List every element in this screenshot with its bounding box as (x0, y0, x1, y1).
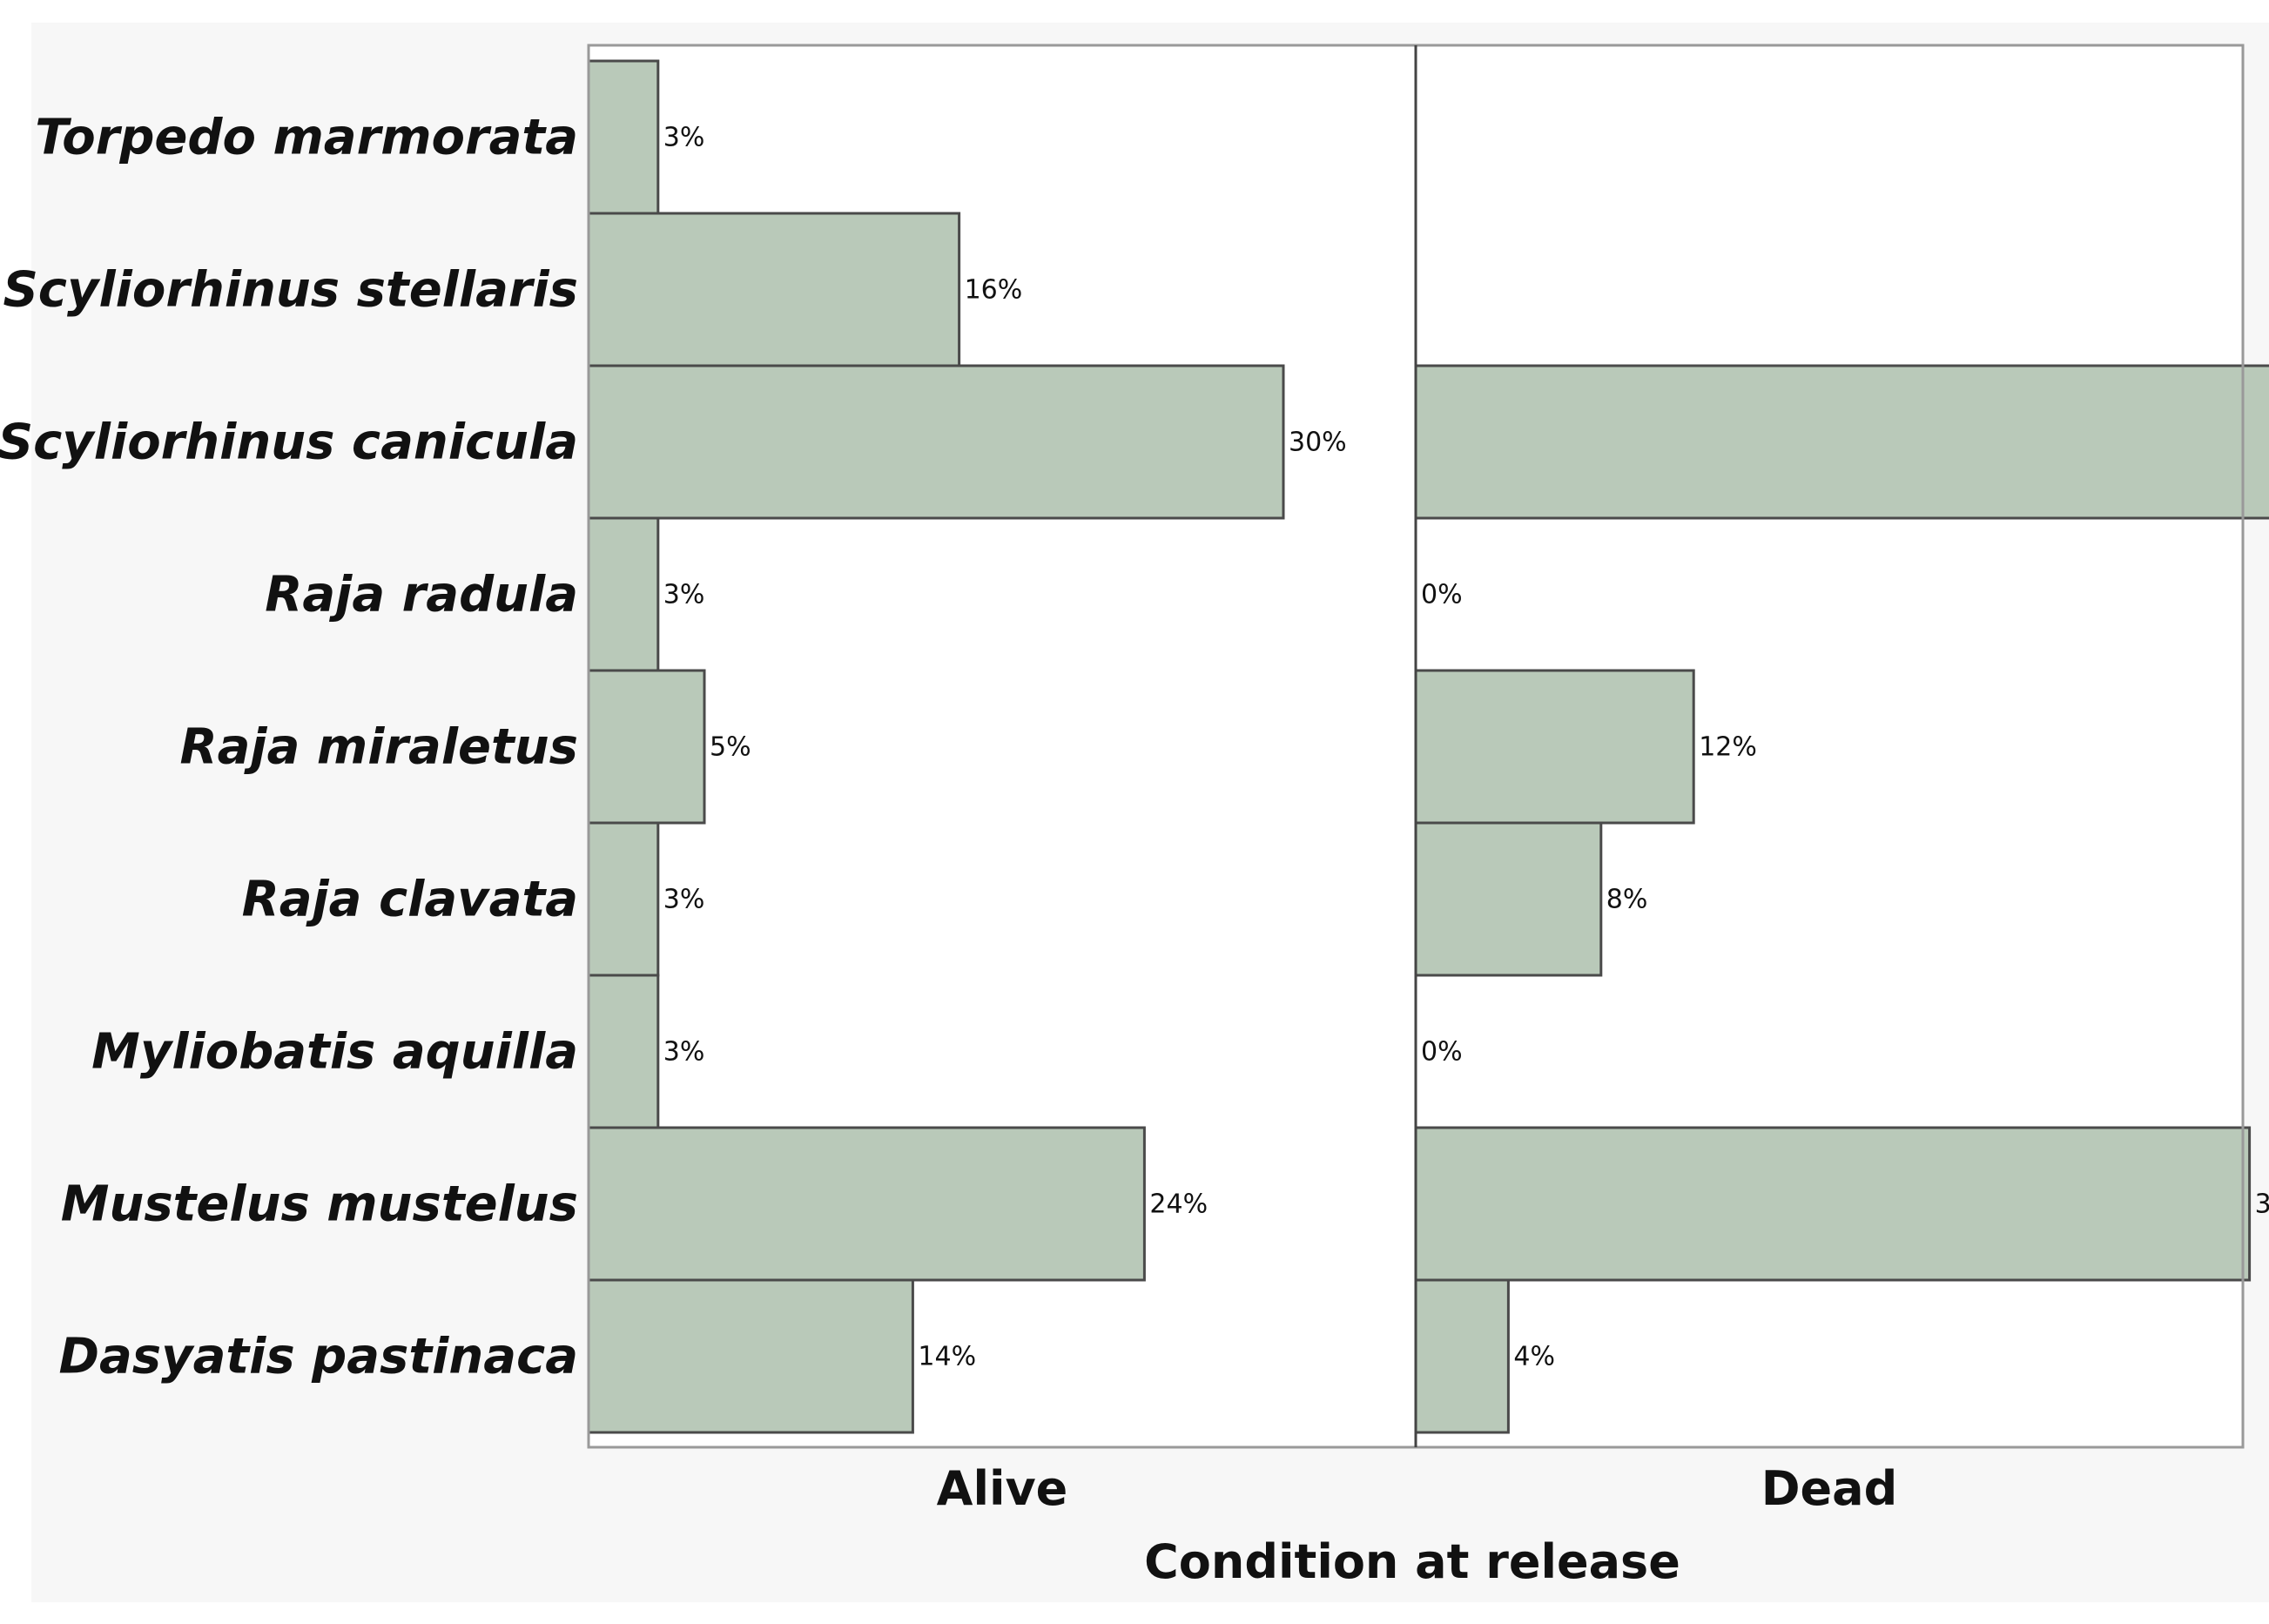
bar-alive-torpedo-marmorata (587, 59, 660, 215)
bar-dead-raja-miraletus (1414, 669, 1695, 825)
data-label-alive-raja-radula: 3% (663, 580, 705, 610)
bar-alive-raja-radula (587, 516, 660, 672)
category-label-raja-miraletus: Raja miraletus (180, 719, 579, 776)
data-label-alive-dasyatis-pastinaca: 14% (918, 1342, 976, 1372)
data-label-alive-torpedo-marmorata: 3% (663, 123, 705, 153)
value-labels-layer: 3%16%30%40%3%0%5%12%3%8%3%0%24%36%14%4% (663, 123, 2269, 1372)
bar-dead-mustelus-mustelus (1414, 1126, 2252, 1282)
panel-label-dead: Dead (1761, 1461, 1898, 1516)
bar-dead-raja-clavata (1414, 821, 1603, 977)
bar-alive-scyliorhinus-canicula (587, 364, 1285, 520)
bar-alive-raja-miraletus (587, 669, 706, 825)
data-label-alive-scyliorhinus-canicula: 30% (1289, 428, 1347, 458)
category-label-mustelus-mustelus: Mustelus mustelus (61, 1176, 578, 1233)
category-label-scyliorhinus-stellaris: Scyliorhinus stellaris (3, 262, 578, 319)
data-label-dead-raja-miraletus: 12% (1699, 732, 1757, 763)
bar-alive-dasyatis-pastinaca (587, 1278, 914, 1434)
data-label-alive-raja-miraletus: 5% (710, 732, 751, 763)
category-label-myliobatis-aquilla: Myliobatis aquilla (91, 1024, 578, 1081)
data-label-dead-dasyatis-pastinaca: 4% (1513, 1342, 1555, 1372)
bars-layer (587, 59, 2269, 1434)
bar-dead-dasyatis-pastinaca (1414, 1278, 1510, 1434)
category-labels-layer: Torpedo marmorata Scyliorhinus stellaris S… (0, 110, 578, 1385)
data-label-alive-myliobatis-aquilla: 3% (663, 1037, 705, 1068)
bar-alive-raja-clavata (587, 821, 660, 977)
panel-label-alive: Alive (937, 1461, 1068, 1516)
data-label-alive-scyliorhinus-stellaris: 16% (965, 275, 1023, 306)
data-label-dead-raja-radula: 0% (1421, 580, 1463, 610)
data-label-alive-mustelus-mustelus: 24% (1149, 1189, 1208, 1220)
category-label-torpedo-marmorata: Torpedo marmorata (35, 110, 578, 166)
data-label-dead-myliobatis-aquilla: 0% (1421, 1037, 1463, 1068)
category-label-dasyatis-pastinaca: Dasyatis pastinaca (58, 1329, 578, 1385)
category-label-raja-clavata: Raja clavata (242, 872, 578, 928)
category-label-scyliorhinus-canicula: Scyliorhinus canicula (0, 414, 578, 471)
bar-alive-myliobatis-aquilla (587, 974, 660, 1129)
bar-alive-mustelus-mustelus (587, 1126, 1146, 1282)
category-label-raja-radula: Raja radula (265, 567, 578, 623)
bar-dead-scyliorhinus-canicula (1414, 364, 2269, 520)
data-label-alive-raja-clavata: 3% (663, 885, 705, 915)
data-label-dead-raja-clavata: 8% (1606, 885, 1648, 915)
bar-alive-scyliorhinus-stellaris (587, 212, 961, 367)
x-axis-title: Condition at release (1144, 1534, 1680, 1589)
data-label-dead-mustelus-mustelus: 36% (2255, 1189, 2269, 1220)
